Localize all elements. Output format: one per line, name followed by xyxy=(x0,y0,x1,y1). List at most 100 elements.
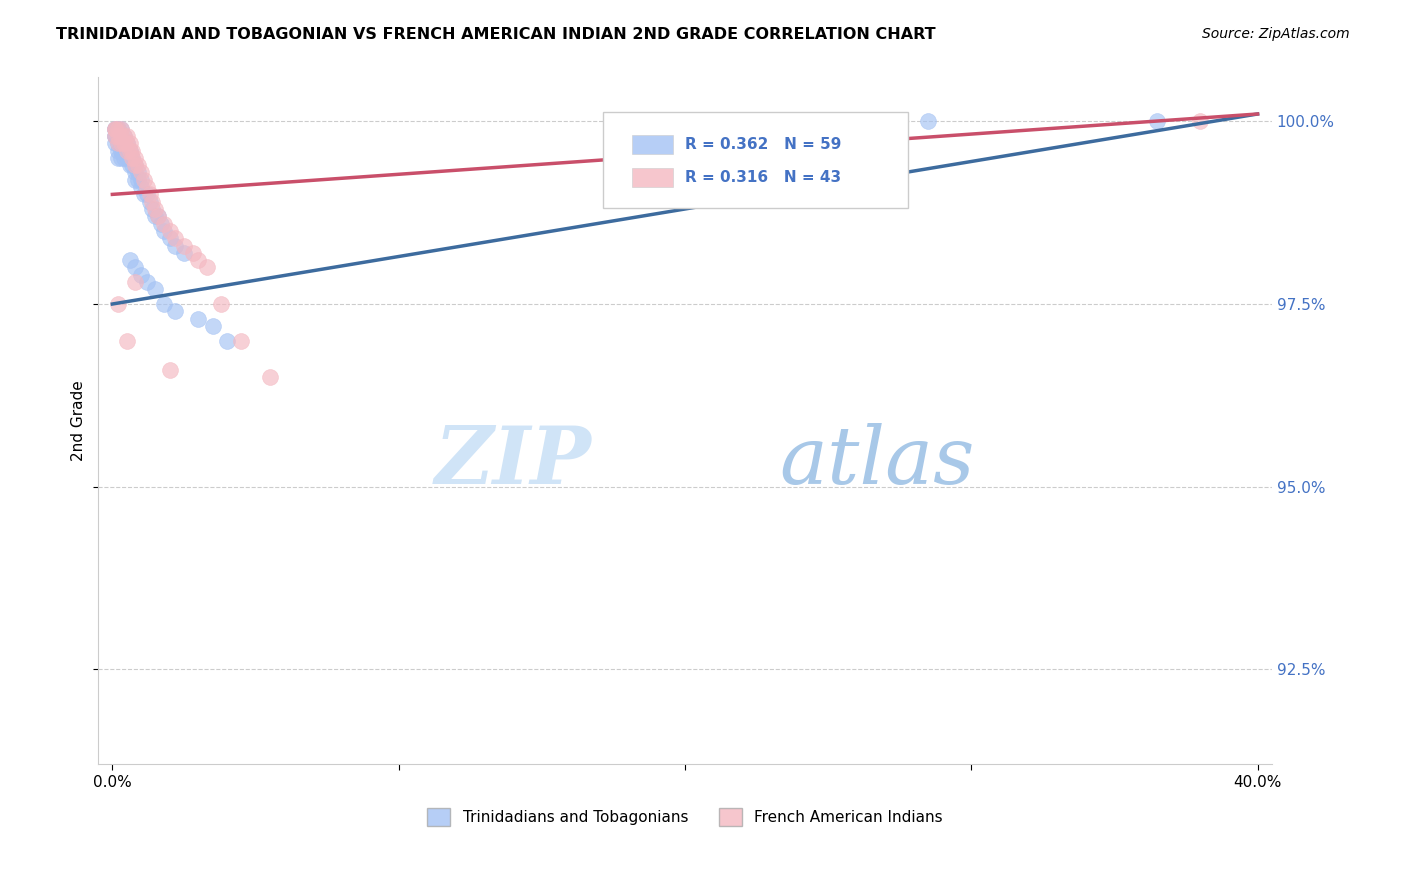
Point xyxy=(146,210,169,224)
Point xyxy=(115,136,138,151)
Point xyxy=(153,217,176,231)
Point xyxy=(104,121,127,136)
Point xyxy=(107,121,129,136)
Point xyxy=(209,297,232,311)
Point xyxy=(215,334,238,348)
Point xyxy=(124,173,146,187)
Point xyxy=(121,151,143,165)
Bar xyxy=(633,168,673,187)
Point xyxy=(104,121,127,136)
Point xyxy=(118,136,141,151)
Point xyxy=(124,165,146,179)
Point xyxy=(110,128,132,143)
Point xyxy=(118,151,141,165)
Point xyxy=(124,151,146,165)
Point xyxy=(135,180,157,194)
Point xyxy=(112,144,135,158)
Point xyxy=(107,136,129,151)
Point xyxy=(110,144,132,158)
Point xyxy=(118,144,141,158)
Text: R = 0.362   N = 59: R = 0.362 N = 59 xyxy=(685,137,841,153)
Point xyxy=(187,253,209,268)
Point xyxy=(129,173,152,187)
Point xyxy=(1189,114,1212,128)
Point xyxy=(143,282,166,296)
Point xyxy=(104,128,127,143)
Text: atlas: atlas xyxy=(779,424,974,501)
Point xyxy=(127,173,149,187)
Point xyxy=(112,136,135,151)
Point xyxy=(118,253,141,268)
Y-axis label: 2nd Grade: 2nd Grade xyxy=(72,381,86,461)
Point xyxy=(201,318,224,333)
Point xyxy=(165,231,187,245)
Point xyxy=(121,151,143,165)
Point xyxy=(115,136,138,151)
Point xyxy=(104,121,127,136)
Point xyxy=(107,136,129,151)
Point xyxy=(165,238,187,252)
Point xyxy=(138,187,160,202)
FancyBboxPatch shape xyxy=(603,112,908,208)
Point xyxy=(110,128,132,143)
Point xyxy=(124,275,146,289)
Point xyxy=(112,128,135,143)
Bar xyxy=(633,136,673,154)
Text: R = 0.316   N = 43: R = 0.316 N = 43 xyxy=(685,170,841,186)
Point xyxy=(115,144,138,158)
Point xyxy=(110,151,132,165)
Point xyxy=(173,245,195,260)
Text: TRINIDADIAN AND TOBAGONIAN VS FRENCH AMERICAN INDIAN 2ND GRADE CORRELATION CHART: TRINIDADIAN AND TOBAGONIAN VS FRENCH AME… xyxy=(56,27,936,42)
Point xyxy=(132,173,155,187)
Point xyxy=(153,224,176,238)
Point xyxy=(129,180,152,194)
Text: Source: ZipAtlas.com: Source: ZipAtlas.com xyxy=(1202,27,1350,41)
Point xyxy=(146,210,169,224)
Point xyxy=(104,128,127,143)
Point xyxy=(141,202,163,216)
Point xyxy=(115,151,138,165)
Point xyxy=(159,363,181,377)
Point xyxy=(153,297,176,311)
Point xyxy=(107,297,129,311)
Point xyxy=(118,158,141,172)
Point xyxy=(121,158,143,172)
Point xyxy=(138,194,160,209)
Point xyxy=(917,114,939,128)
Point xyxy=(150,217,173,231)
Point xyxy=(115,128,138,143)
Point xyxy=(107,151,129,165)
Text: ZIP: ZIP xyxy=(434,424,591,501)
Point xyxy=(115,334,138,348)
Point xyxy=(143,210,166,224)
Point xyxy=(1146,114,1168,128)
Point xyxy=(195,260,218,275)
Point xyxy=(107,128,129,143)
Point xyxy=(121,144,143,158)
Point xyxy=(132,187,155,202)
Point xyxy=(173,238,195,252)
Point xyxy=(159,224,181,238)
Legend: Trinidadians and Tobagonians, French American Indians: Trinidadians and Tobagonians, French Ame… xyxy=(422,802,949,832)
Point xyxy=(127,165,149,179)
Point xyxy=(187,311,209,326)
Point xyxy=(231,334,253,348)
Point xyxy=(110,121,132,136)
Point xyxy=(124,260,146,275)
Point xyxy=(135,275,157,289)
Point xyxy=(115,144,138,158)
Point xyxy=(118,144,141,158)
Point xyxy=(107,144,129,158)
Point xyxy=(129,268,152,282)
Point xyxy=(159,231,181,245)
Point xyxy=(110,121,132,136)
Point xyxy=(104,136,127,151)
Point xyxy=(181,245,204,260)
Point xyxy=(165,304,187,318)
Point xyxy=(141,194,163,209)
Point xyxy=(124,158,146,172)
Point xyxy=(107,121,129,136)
Point xyxy=(107,121,129,136)
Point xyxy=(259,370,281,384)
Point xyxy=(110,136,132,151)
